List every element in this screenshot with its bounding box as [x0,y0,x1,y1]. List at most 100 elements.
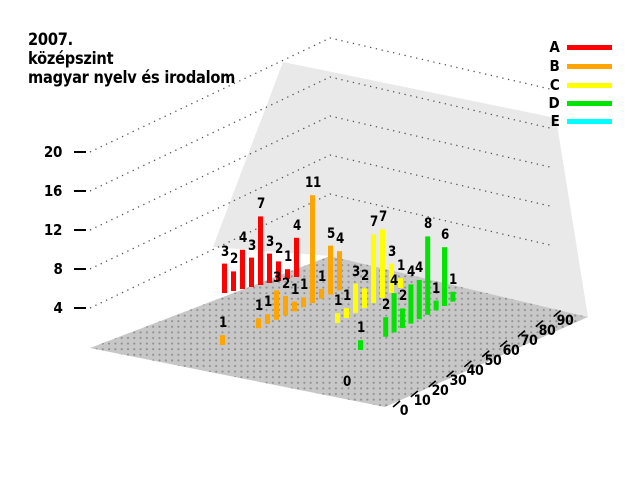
bar-value-label: 8 [423,216,432,233]
bar-value-label: 2 [381,297,390,314]
legend-label: C [549,76,560,94]
bar-series-D [433,300,439,311]
x-axis-tick-label: 90 [556,312,574,329]
z-grid-line [89,193,553,309]
bar-value-label: 4 [335,231,344,248]
legend-swatch [567,118,612,124]
bar-series-B [256,318,261,329]
bar-series-D [391,293,397,333]
bar-value-label: 2 [398,288,407,305]
bar-value-label: 7 [256,196,265,213]
bar-series-C [353,283,358,313]
legend-swatch [567,63,612,69]
chart-title-line2: középszint [28,49,114,69]
bar-series-C [362,288,367,308]
bar-value-label: 0 [342,374,351,390]
bar-series-C [389,263,394,293]
bar-value-label: 5 [326,225,335,242]
legend-swatch [567,44,612,50]
bar-series-C [335,313,340,323]
legend-swatch [567,100,612,106]
bar-value-label: 3 [272,270,281,287]
bar-series-C [344,308,349,318]
x-axis-tick-label: 10 [413,392,431,409]
bar-value-label: 1 [396,258,405,275]
x-axis-tick-mark [428,380,437,388]
bar-series-B [328,245,333,295]
bar-value-label: 2 [229,251,238,268]
bar-value-label: 1 [218,315,227,332]
chart-title: 2007. középszint magyar nyelv és irodalo… [28,31,235,88]
x-axis-tick-label: 60 [502,342,520,359]
bar-value-label: 2 [360,268,369,285]
legend-label: B [549,57,560,75]
bar-value-label: 7 [378,209,387,226]
bar-series-B [265,314,270,324]
z-grid-line [89,115,553,231]
bar-value-label: 3 [247,237,256,254]
floor-dot-grid [90,256,588,407]
x-axis-tick-label: 20 [431,382,449,399]
z-grid-line [89,37,553,153]
bar-value-label: 4 [390,273,399,290]
z-axis-tick-label: 16 [43,182,62,200]
bar-series-C [380,229,385,298]
x-axis-tick-mark [481,350,490,358]
bar-value-label: 4 [415,260,424,276]
x-axis-tick-mark [463,360,472,368]
bar-value-label: 1 [283,249,292,266]
bar-series-B [283,296,288,316]
chart-title-line3: magyar nyelv és irodalom [28,68,236,88]
bar-series-D [400,308,405,328]
bar-series-A [222,263,227,293]
bar-series-C [398,278,403,288]
z-grid-line [89,76,553,192]
bar-value-label: 3 [387,243,396,260]
z-axis-tick-label: 20 [43,143,62,161]
bar-series-A [249,257,254,287]
bar-value-label: 1 [290,281,299,298]
bar-value-label: 4 [292,217,301,234]
x-axis-tick-mark [410,390,419,398]
legend-label: A [549,38,560,56]
bar-series-A [231,271,236,291]
x-axis-tick-label: 40 [466,362,484,379]
bar-value-label: 4 [238,229,247,246]
bar-value-label: 1 [448,271,457,288]
bar-value-label: 4 [406,264,415,281]
bar-value-label: 1 [317,269,326,285]
x-axis-tick-mark [446,370,455,378]
bar-value-label: 1 [432,280,441,297]
bar-value-label: 1 [333,293,342,310]
bar-series-D [425,236,431,315]
z-axis-tick-label: 12 [43,221,62,239]
bar-series-A [267,253,272,283]
bar-series-B [220,335,225,345]
x-axis-tick-label: 30 [449,372,466,389]
x-axis-tick-mark [553,309,562,318]
bar-series-B [274,290,279,320]
bar-value-label: 7 [369,214,378,231]
bar-value-label: 3 [351,263,360,280]
x-axis-tick-label: 80 [538,322,556,339]
bar-value-label: 3 [265,233,274,250]
bar-value-label: 6 [440,227,449,244]
bar-series-D [408,284,414,324]
bar-series-A [294,237,299,277]
legend-label: E [550,112,560,130]
bar-series-B [319,289,324,299]
legend-label: D [548,94,560,112]
bar-value-label: 1 [342,288,351,305]
x-axis-tick-mark [517,330,526,338]
bar-value-label: 11 [304,175,321,192]
bar-value-label: 1 [254,298,263,315]
bar-series-A [258,216,263,285]
x-axis-tick-label: 50 [484,352,502,369]
x-axis-tick-mark [535,319,544,328]
bar-series-A [240,249,245,289]
bar-series-D [383,317,389,337]
bar-series-D [416,280,422,320]
x-axis-tick-label: 70 [520,332,538,349]
